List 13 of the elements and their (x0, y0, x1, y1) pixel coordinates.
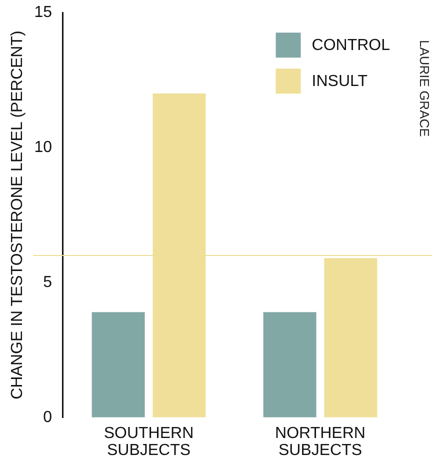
legend-label: CONTROL (312, 37, 390, 54)
bar (92, 312, 145, 418)
bar (263, 312, 316, 418)
x-tick-label: SOUTHERN SUBJECTS (104, 425, 194, 460)
legend-label: INSULT (312, 73, 368, 90)
y-tick-label: 0 (43, 408, 52, 426)
x-tick-label: NORTHERN SUBJECTS (275, 425, 366, 460)
y-tick-label: 15 (34, 4, 52, 22)
annotation: LAURIE GRACE (417, 40, 432, 137)
y-axis-title: CHANGE IN TESTOSTERONE LEVEL (PERCENT) (9, 30, 26, 400)
y-tick-label: 5 (43, 274, 52, 291)
bar (324, 258, 378, 418)
y-tick-label: 10 (34, 138, 52, 156)
